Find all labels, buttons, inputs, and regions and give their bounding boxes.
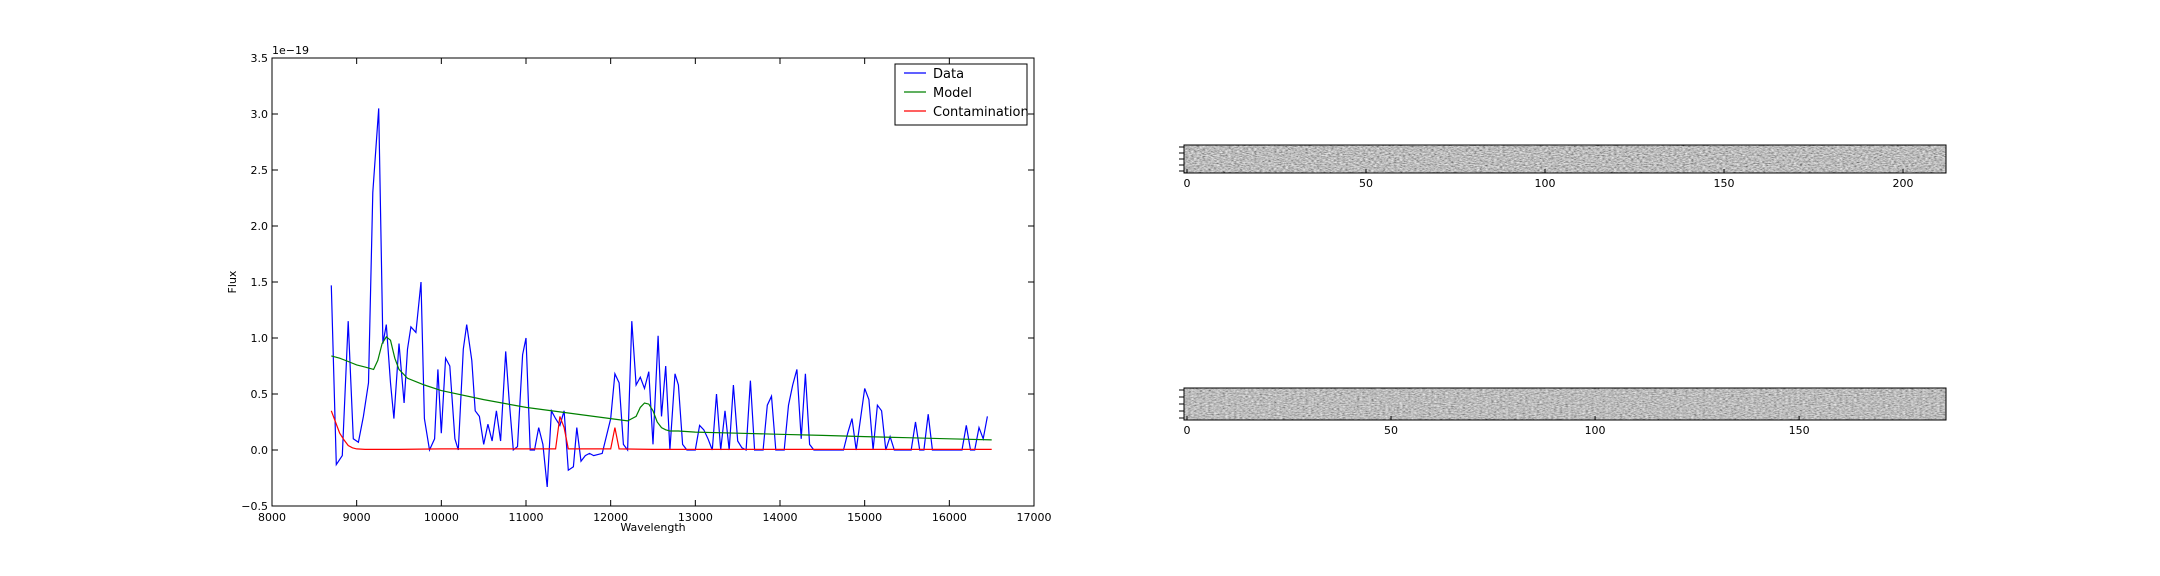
- series-line-model: [331, 336, 992, 441]
- x-tick-label: 50: [1384, 424, 1398, 437]
- y-tick-label: 0.5: [251, 388, 269, 401]
- y-tick-label: 0.0: [251, 444, 269, 457]
- x-tick-label: 15000: [847, 511, 882, 524]
- x-tick-label: 150: [1714, 177, 1735, 190]
- y-offset-text: 1e−19: [272, 44, 309, 57]
- legend-label-model: Model: [933, 86, 972, 101]
- x-tick-label: 17000: [1017, 511, 1052, 524]
- legend-label-contamination: Contamination: [933, 105, 1029, 120]
- y-tick-label: 2.0: [251, 220, 269, 233]
- y-axis-ticks: [1179, 146, 1184, 172]
- spectrum-image-bottom: 0 50 100 150: [1179, 387, 1947, 437]
- x-axis-ticks: 8000 9000 10000 11000 12000 13000 14000 15000 16…: [258, 58, 1052, 524]
- x-axis-label: Wavelength: [620, 521, 685, 534]
- y-tick-label: −0.5: [241, 500, 268, 513]
- y-axis-ticks: −0.5 0.0 0.5 1.0 1.5 2.0 2.5 3.0 3.5: [241, 52, 1034, 513]
- plot-area: [272, 58, 1034, 506]
- x-tick-label: 9000: [343, 511, 371, 524]
- x-tick-label: 50: [1359, 177, 1373, 190]
- y-tick-label: 3.5: [251, 52, 269, 65]
- x-tick-label: 100: [1585, 424, 1606, 437]
- spectrum-plot: 8000 9000 10000 11000 12000 13000 14000 15000 16…: [226, 44, 1052, 534]
- x-tick-label: 8000: [258, 511, 286, 524]
- y-tick-label: 2.5: [251, 164, 269, 177]
- spectrum-image-top: 0 50 100 150 200: [1179, 144, 1947, 190]
- y-axis-label: Flux: [226, 270, 239, 293]
- heatmap-image: [1184, 145, 1946, 173]
- y-axis-ticks: [1179, 389, 1184, 419]
- series-group: [330, 108, 992, 488]
- y-tick-label: 3.0: [251, 108, 269, 121]
- y-tick-label: 1.0: [251, 332, 269, 345]
- x-tick-label: 0: [1184, 424, 1191, 437]
- x-tick-label: 13000: [678, 511, 713, 524]
- legend-label-data: Data: [933, 67, 964, 82]
- x-axis-ticks: 0 50 100 150 200: [1184, 169, 1914, 190]
- y-tick-label: 1.5: [251, 276, 269, 289]
- x-tick-label: 0: [1184, 177, 1191, 190]
- x-tick-label: 200: [1893, 177, 1914, 190]
- x-axis-ticks: 0 50 100 150: [1184, 416, 1810, 437]
- legend-box: [894, 63, 1028, 126]
- x-tick-label: 100: [1535, 177, 1556, 190]
- series-line-data: [330, 108, 988, 488]
- x-tick-label: 16000: [932, 511, 967, 524]
- x-tick-label: 14000: [763, 511, 798, 524]
- heatmap-image: [1184, 388, 1946, 420]
- x-tick-label: 10000: [424, 511, 459, 524]
- x-tick-label: 150: [1789, 424, 1810, 437]
- legend: Data Model Contamination: [894, 63, 1029, 126]
- series-line-contamination: [330, 410, 992, 450]
- x-tick-label: 12000: [593, 511, 628, 524]
- x-tick-label: 11000: [509, 511, 544, 524]
